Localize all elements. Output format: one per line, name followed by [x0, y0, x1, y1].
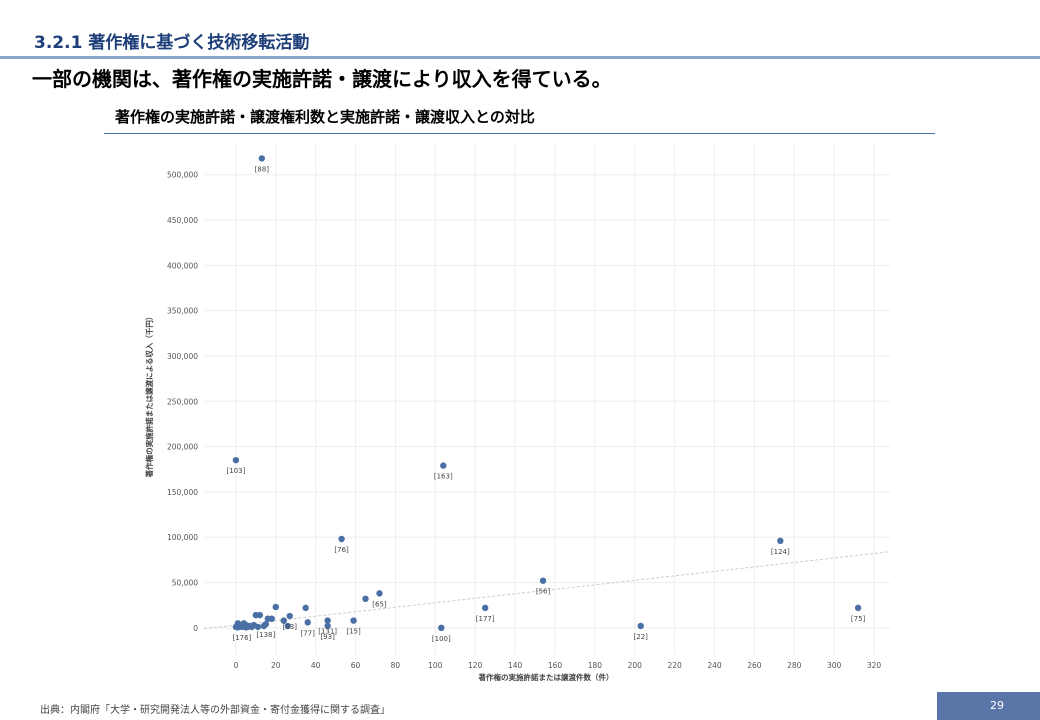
data-point [260, 622, 268, 630]
data-points [232, 155, 862, 632]
data-label: [124] [771, 548, 790, 556]
x-axis-title: 著作権の実施許諾または譲渡件数（件） [478, 672, 614, 682]
data-label: [131] [318, 628, 337, 636]
data-point [481, 604, 489, 612]
data-point [350, 617, 357, 624]
grid-lines [204, 143, 890, 655]
x-tick-label: 320 [867, 661, 882, 670]
x-tick-label: 200 [628, 661, 643, 670]
chart-title-underline [104, 133, 935, 134]
y-tick-label: 0 [193, 624, 198, 633]
y-tick-label: 250,000 [167, 397, 198, 406]
x-tick-label: 60 [351, 661, 361, 670]
data-point [302, 604, 309, 612]
data-label: [93] [320, 633, 335, 641]
data-point [376, 590, 383, 597]
source-note: 出典：内閣府「大学・研究開発法人等の外部資金・寄付金獲得に関する調査」 [40, 705, 390, 716]
x-tick-label: 180 [588, 661, 603, 670]
x-tick-label: 0 [234, 661, 239, 670]
data-point [324, 617, 331, 624]
y-tick-label: 400,000 [167, 261, 198, 270]
x-tick-label: 240 [707, 661, 722, 670]
point-labels: [88] [103] [163] [76] [124] [56] [65] [75] [177]… [226, 165, 865, 642]
page-number-box: 29 [937, 692, 1040, 720]
data-point [284, 622, 291, 630]
trendline [203, 551, 891, 630]
data-point [854, 604, 862, 612]
x-tick-label: 20 [271, 661, 281, 670]
data-point [539, 577, 547, 584]
data-point [438, 624, 445, 632]
data-label: [15] [346, 628, 361, 636]
data-label: [176] [232, 634, 251, 642]
tick-labels: 0 20 40 60 80 100 120 140 160 180 200 220 240 260 280 3… [167, 171, 881, 670]
x-tick-label: 120 [468, 661, 483, 670]
y-tick-label: 50,000 [172, 579, 198, 588]
data-point [338, 535, 345, 543]
data-point [280, 617, 287, 624]
y-tick-label: 150,000 [167, 488, 198, 497]
data-label: [56] [536, 588, 551, 596]
y-axis-title: 著作権の実施許諾または譲渡による収入（千円） [144, 313, 154, 479]
data-label: [100] [432, 635, 451, 643]
data-point [777, 537, 784, 545]
section-title: 3.2.1 著作権に基づく技術移転活動 [34, 33, 310, 53]
data-label: [163] [434, 473, 453, 481]
y-tick-label: 450,000 [167, 216, 198, 225]
x-tick-label: 100 [428, 661, 443, 670]
x-tick-label: 40 [311, 661, 321, 670]
y-tick-label: 200,000 [167, 443, 198, 452]
x-tick-label: 140 [508, 661, 523, 670]
data-point [232, 456, 240, 464]
y-tick-label: 500,000 [167, 171, 198, 180]
trendline-layer [203, 551, 891, 630]
y-tick-label: 100,000 [167, 533, 198, 542]
x-tick-label: 220 [667, 661, 682, 670]
data-point [232, 623, 240, 631]
x-tick-label: 300 [827, 661, 842, 670]
data-point [286, 612, 293, 620]
x-tick-label: 260 [747, 661, 762, 670]
data-label: [177] [476, 615, 495, 623]
page-number: 29 [990, 699, 1004, 712]
section-divider [0, 56, 1040, 59]
data-point [264, 615, 272, 622]
data-point [637, 622, 644, 630]
data-point [272, 603, 279, 611]
data-point [362, 595, 369, 603]
data-label: [65] [372, 600, 387, 608]
x-tick-label: 160 [548, 661, 563, 670]
data-label: [103] [226, 467, 245, 475]
y-tick-label: 300,000 [167, 352, 198, 361]
x-tick-label: 280 [787, 661, 802, 670]
data-point [252, 611, 260, 619]
y-tick-label: 350,000 [167, 307, 198, 316]
data-label: [77] [301, 629, 316, 637]
data-label: [75] [851, 615, 866, 623]
x-tick-label: 80 [391, 661, 401, 670]
data-point [258, 155, 266, 162]
slide-headline: 一部の機関は、著作権の実施許諾・譲渡により収入を得ている。 [32, 67, 612, 91]
data-label: [22] [634, 633, 649, 641]
data-label: [76] [334, 546, 349, 554]
chart-title: 著作権の実施許諾・譲渡権利数と実施許諾・譲渡収入との対比 [115, 108, 535, 126]
data-point [304, 619, 311, 626]
data-label: [33] [283, 623, 298, 631]
data-label: [138] [256, 631, 275, 639]
data-point [440, 462, 447, 469]
data-point [324, 622, 331, 630]
data-label: [88] [255, 165, 270, 173]
